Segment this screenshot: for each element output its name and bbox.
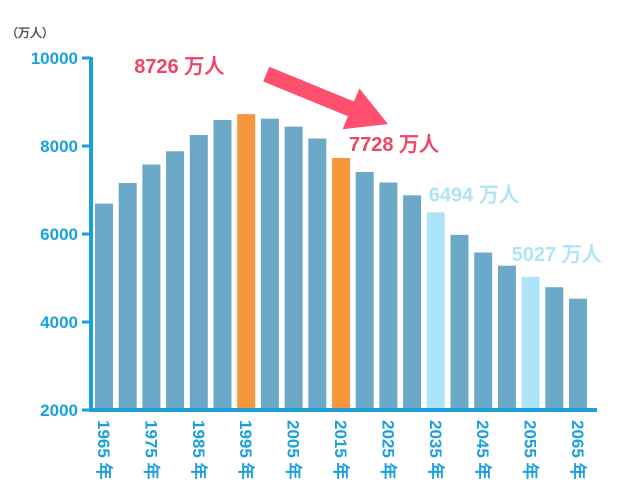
bar-1970 [118, 183, 137, 410]
x-tick-label-2065: 2065 年 [568, 420, 588, 480]
bar-2000 [260, 118, 279, 410]
trend-arrow [263, 66, 388, 130]
y-axis-unit-label: （万人） [6, 25, 54, 40]
bar-2040 [450, 234, 469, 410]
bar-2010 [308, 138, 327, 410]
bar-2060 [545, 287, 564, 410]
bar-2030 [403, 195, 422, 410]
bar-1975 [142, 164, 161, 410]
bar-2055 [521, 276, 540, 410]
trend-arrow-group [263, 66, 388, 130]
bar-2015 [332, 158, 350, 410]
x-tick-label-2055: 2055 年 [521, 420, 541, 480]
x-tick-label-2035: 2035 年 [426, 420, 446, 480]
x-tick-label-2015: 2015 年 [331, 420, 351, 480]
y-tick-label-8000: 8000 [40, 137, 78, 156]
x-tick-label-2005: 2005 年 [284, 420, 304, 480]
bar-2065 [569, 298, 587, 410]
annotations-group: 8726 万人 7728 万人 6494 万人 5027 万人 [134, 55, 602, 266]
x-tick-label-1965: 1965 年 [94, 420, 114, 480]
annotation-2035: 6494 万人 [429, 183, 520, 206]
y-ticks-group: 10000 8000 6000 4000 2000 [31, 49, 91, 420]
bar-2020 [355, 172, 374, 410]
y-tick-label-10000: 10000 [31, 49, 78, 68]
bar-2050 [497, 265, 516, 410]
x-tick-label-1995: 1995 年 [236, 420, 256, 480]
bar-2005 [284, 126, 303, 410]
x-tick-label-1975: 1975 年 [141, 420, 161, 480]
annotation-2055: 5027 万人 [512, 243, 603, 266]
x-tick-label-2045: 2045 年 [473, 420, 493, 480]
bar-1990 [213, 120, 232, 410]
bar-2025 [379, 182, 398, 410]
y-tick-label-4000: 4000 [40, 313, 78, 332]
annotation-2015: 7728 万人 [349, 133, 440, 156]
bar-2035 [426, 212, 445, 410]
bar-1965 [95, 203, 113, 410]
bar-1985 [189, 135, 208, 410]
x-tick-label-2025: 2025 年 [378, 420, 398, 480]
y-tick-label-6000: 6000 [40, 225, 78, 244]
bars-group [95, 114, 587, 411]
bar-2045 [474, 252, 493, 410]
y-tick-label-2000: 2000 [40, 401, 78, 420]
bar-1980 [166, 151, 185, 411]
x-tick-label-1985: 1985 年 [189, 420, 209, 480]
annotation-1995: 8726 万人 [134, 55, 225, 78]
bar-1995 [237, 114, 256, 410]
x-ticks-group: 1965 年 1975 年 1985 年 1995 年 2005 年 2015 年 2025… [94, 420, 588, 480]
